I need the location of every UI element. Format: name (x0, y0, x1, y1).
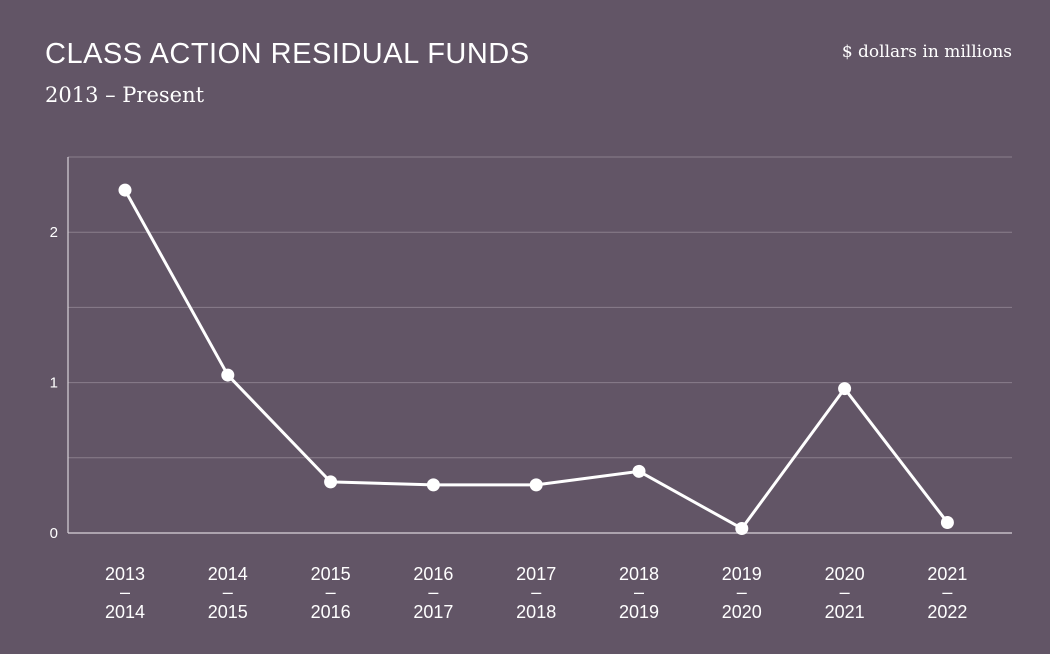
x-tick-label-8-1: – (942, 582, 952, 602)
y-tick-label-0: 0 (50, 525, 58, 542)
x-tick-label-6-1: – (737, 582, 747, 602)
x-tick-label-2-0: 2015 (311, 564, 351, 584)
x-tick-label-1-1: – (223, 582, 233, 602)
x-tick-label-0-0: 2013 (105, 564, 145, 584)
x-tick-label-3-0: 2016 (413, 564, 453, 584)
chart-title: CLASS ACTION RESIDUAL FUNDS (45, 38, 530, 70)
data-point-2 (324, 475, 338, 489)
data-point-7 (838, 382, 852, 396)
x-tick-label-8-0: 2021 (927, 564, 967, 584)
x-tick-label-4-0: 2017 (516, 564, 556, 584)
x-tick-label-5-0: 2018 (619, 564, 659, 584)
x-tick-label-1-0: 2014 (208, 564, 248, 584)
data-point-4 (529, 478, 543, 492)
y-tick-label-2: 2 (50, 224, 58, 241)
x-tick-label-5-2: 2019 (619, 602, 659, 622)
x-tick-label-8-2: 2022 (927, 602, 967, 622)
x-tick-label-2-2: 2016 (311, 602, 351, 622)
x-tick-label-7-0: 2020 (825, 564, 865, 584)
data-point-8 (940, 515, 954, 529)
x-tick-label-6-2: 2020 (722, 602, 762, 622)
data-point-3 (426, 478, 440, 492)
chart-subtitle: 2013 – Present (45, 83, 205, 107)
x-tick-label-7-1: – (840, 582, 850, 602)
x-tick-label-6-0: 2019 (722, 564, 762, 584)
x-tick-label-0-1: – (120, 582, 130, 602)
y-tick-label-1: 1 (50, 375, 58, 392)
data-point-1 (221, 368, 235, 382)
series-line (123, 189, 949, 530)
x-tick-label-2-1: – (326, 582, 336, 602)
x-tick-label-5-1: – (634, 582, 644, 602)
data-point-6 (735, 521, 749, 535)
x-tick-label-1-2: 2015 (208, 602, 248, 622)
data-point-5 (632, 464, 646, 478)
x-tick-label-3-2: 2017 (413, 602, 453, 622)
data-point-0 (118, 183, 132, 197)
unit-label: $ dollars in millions (841, 42, 1012, 62)
x-tick-label-4-2: 2018 (516, 602, 556, 622)
x-tick-label-4-1: – (531, 582, 541, 602)
x-tick-label-0-2: 2014 (105, 602, 145, 622)
x-tick-label-3-1: – (428, 582, 438, 602)
x-tick-label-7-2: 2021 (825, 602, 865, 622)
